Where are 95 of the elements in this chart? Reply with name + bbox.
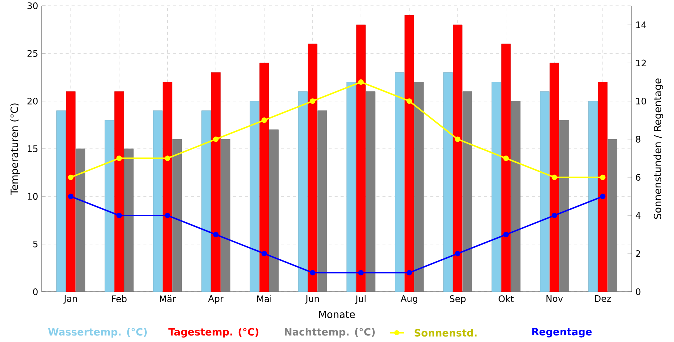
text: Nachttemp. (°C): [285, 328, 375, 338]
point: [116, 212, 122, 218]
bar: [318, 110, 328, 292]
point: [600, 194, 606, 200]
x-tick-label: Sep: [450, 296, 466, 304]
bar: [453, 24, 463, 292]
point: [165, 156, 170, 162]
point: [358, 80, 364, 86]
y-tick-label: 20: [28, 98, 38, 105]
y-tick-label: 30: [28, 2, 38, 10]
bar: [540, 92, 550, 292]
bar: [560, 120, 570, 292]
y-tick-label: 0: [33, 288, 38, 296]
x-tick-label: Dez: [595, 296, 612, 302]
point: [552, 174, 558, 180]
point: [213, 232, 219, 238]
text: Wassertemp. (°C): [48, 328, 148, 338]
point: [213, 136, 219, 142]
bar: [298, 92, 308, 292]
y2-tick-label: 6: [636, 174, 641, 181]
bar: [76, 148, 86, 292]
point: [455, 136, 461, 142]
bar: [308, 44, 318, 292]
bar: [356, 24, 366, 292]
bar: [66, 92, 76, 292]
point: [310, 98, 316, 104]
y2-tick-label: 14: [636, 22, 646, 28]
x-tick-label: Nov: [546, 296, 564, 302]
point: [358, 270, 364, 276]
x-tick-label: Mär: [160, 296, 176, 302]
bar: [608, 139, 618, 292]
legend-label: Sonnenstd.: [414, 329, 477, 337]
point: [406, 98, 412, 104]
bar: [462, 92, 472, 292]
y-tick-label: 25: [28, 50, 38, 58]
point: [406, 270, 412, 276]
y2-axis-title: Sonnenstunden / Regentage: [654, 78, 664, 220]
bar: [366, 92, 376, 292]
point: [116, 156, 122, 162]
text: Tagestemp. (°C): [168, 328, 259, 338]
x-tick-label: Okt: [498, 296, 514, 302]
x-tick-label: Feb: [112, 296, 127, 302]
point: [262, 251, 268, 257]
bar: [124, 148, 134, 292]
point: [68, 174, 74, 180]
bar: [395, 72, 405, 292]
x-tick-label: Mai: [257, 296, 272, 302]
y-tick-label: 15: [28, 146, 38, 152]
bar: [104, 120, 114, 292]
point: [552, 212, 558, 218]
y-tick-label: 10: [28, 193, 38, 200]
bar: [492, 82, 502, 292]
bar: [443, 72, 453, 292]
text: Regentage: [532, 328, 592, 338]
y-axis-title: Temperaturen (°C): [10, 104, 20, 196]
x-tick-label: Jun: [305, 296, 320, 304]
point: [310, 270, 316, 276]
point: [504, 232, 510, 238]
x-tick-label: Jul: [355, 296, 366, 304]
bar: [511, 101, 521, 292]
bar: [56, 110, 66, 292]
bar: [588, 101, 598, 292]
y2-tick-label: 0: [636, 288, 641, 296]
y2-tick-label: 12: [636, 60, 646, 67]
point: [455, 251, 461, 257]
bar: [153, 110, 163, 292]
bar: [269, 130, 279, 292]
bar: [598, 82, 608, 292]
bar: [202, 110, 212, 292]
bar: [414, 82, 424, 292]
point: [165, 212, 170, 218]
y2-tick-label: 10: [636, 98, 646, 105]
bar: [502, 44, 512, 292]
bar: [346, 82, 356, 292]
bar: [250, 101, 260, 292]
x-tick-label: Aug: [400, 296, 418, 304]
point: [262, 118, 268, 124]
point: [600, 174, 606, 180]
y2-tick-label: 8: [636, 136, 641, 143]
bar: [550, 63, 560, 292]
bar: [260, 63, 270, 292]
x-tick-label: Jan: [64, 296, 78, 304]
y2-tick-label: 2: [636, 250, 640, 258]
bar: [163, 82, 172, 292]
y2-tick-label: 4: [636, 212, 641, 219]
bar: [114, 92, 124, 292]
y-tick-label: 5: [33, 241, 38, 248]
bar: [211, 72, 221, 292]
point: [504, 156, 510, 162]
bar: [172, 139, 182, 292]
point: [68, 194, 74, 200]
x-axis-title: Monate: [319, 310, 356, 318]
bar: [404, 15, 414, 292]
bar: [221, 139, 231, 292]
x-tick-label: Apr: [208, 296, 224, 304]
